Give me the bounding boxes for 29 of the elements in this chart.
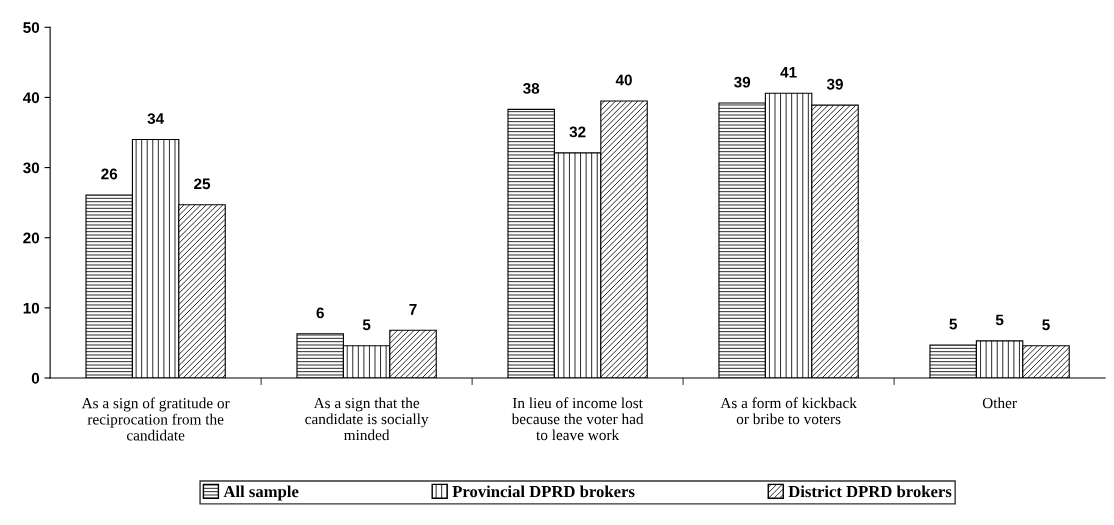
data-label: 41	[780, 67, 797, 78]
data-label: 34	[147, 113, 165, 125]
data-label: 5	[362, 319, 371, 331]
data-label: 39	[826, 78, 843, 90]
data-label: 25	[194, 178, 211, 190]
data-label: 5	[1042, 319, 1050, 331]
y-tick-label: 40	[22, 92, 40, 104]
data-label: 39	[734, 76, 751, 88]
x-tick-label: Other	[982, 397, 1017, 409]
data-label: 26	[101, 168, 118, 180]
data-label: 5	[995, 314, 1004, 326]
y-tick-label: 50	[23, 22, 40, 33]
y-tick-label: 20	[23, 232, 40, 244]
x-tick-label: In lieu of income lost because the voter had to leave work	[511, 397, 644, 441]
x-tick-label: As a sign that the candidate is socially minded	[305, 397, 429, 441]
x-tick-label: As a sign of gratitude or reciprocation from the candidate	[81, 397, 230, 441]
y-tick-label: 30	[23, 162, 40, 174]
data-label: 40	[615, 74, 632, 86]
y-tick-label: 10	[23, 302, 40, 314]
legend-label: All sample	[223, 485, 299, 501]
data-label: 7	[409, 304, 417, 315]
legend-label: Provincial DPRD brokers	[452, 485, 635, 498]
legend-label: District DPRD brokers	[788, 485, 952, 498]
data-label: 5	[949, 318, 957, 330]
x-tick-label: As a form of kickback or bribe to voters	[720, 397, 857, 425]
data-label: 38	[523, 83, 540, 94]
data-label: 6	[316, 307, 324, 319]
data-label: 32	[569, 126, 586, 138]
y-tick-label: 0	[31, 372, 40, 384]
